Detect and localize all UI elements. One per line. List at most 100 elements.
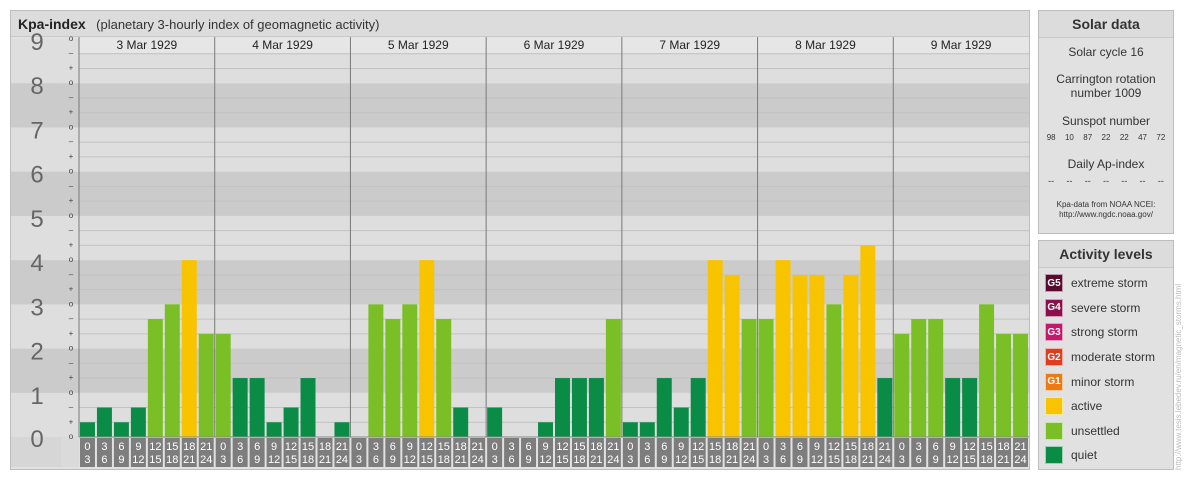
interval-box: [538, 438, 553, 467]
kp-bar: [487, 407, 503, 437]
source-watermark: http://www.tesis.lebedev.ru/en/magnetic_…: [1174, 283, 1183, 470]
sub-tick-label: –: [69, 137, 74, 146]
interval-box: [130, 438, 146, 467]
interval-start-label: 15: [438, 441, 450, 453]
interval-end-label: 9: [525, 454, 531, 466]
interval-end-label: 3: [627, 454, 633, 466]
kp-band: [11, 215, 1029, 261]
sunspot-value: 87: [1083, 133, 1093, 142]
interval-box: [164, 438, 180, 467]
sub-tick-label: +: [69, 373, 74, 382]
interval-end-label: 15: [692, 454, 704, 466]
ap-value: --: [1048, 176, 1055, 186]
interval-box: [504, 438, 520, 467]
interval-start-label: 9: [407, 441, 413, 453]
interval-start-label: 0: [899, 441, 905, 453]
interval-start-label: 18: [590, 441, 602, 453]
interval-box: [843, 438, 859, 467]
kp-band: [11, 392, 1029, 437]
interval-start-label: 3: [509, 441, 515, 453]
interval-start-label: 21: [1014, 441, 1026, 453]
interval-start-label: 18: [997, 441, 1009, 453]
interval-box: [673, 438, 689, 467]
sub-tick-label: o: [69, 299, 74, 308]
day-label: 8 Mar 1929: [795, 38, 856, 52]
sunspot-value: 47: [1138, 133, 1147, 142]
level-color-swatch: G5: [1045, 274, 1063, 293]
interval-end-label: 18: [302, 454, 314, 466]
kp-bar: [843, 274, 859, 437]
interval-start-label: 9: [542, 441, 548, 453]
activity-level-item: G2 moderate storm: [1039, 345, 1173, 370]
sub-tick-label: o: [69, 432, 74, 441]
interval-end-label: 3: [763, 454, 769, 466]
kp-bar: [283, 407, 299, 437]
interval-start-label: 0: [356, 441, 362, 453]
sub-tick-label: o: [69, 255, 74, 264]
kp-bar: [673, 407, 689, 437]
interval-box: [996, 438, 1012, 467]
kp-bar: [707, 260, 723, 437]
kp-bar: [826, 304, 842, 437]
interval-box: [351, 438, 367, 467]
interval-start-label: 21: [743, 441, 755, 453]
activity-level-item: G5 extreme storm: [1039, 271, 1173, 296]
level-label: strong storm: [1071, 325, 1138, 340]
interval-start-label: 6: [118, 441, 124, 453]
kp-bar: [385, 319, 401, 437]
level-label: moderate storm: [1071, 350, 1156, 365]
interval-end-label: 9: [118, 454, 124, 466]
interval-end-label: 12: [675, 454, 687, 466]
sunspot-value: 72: [1156, 133, 1166, 142]
interval-box: [690, 438, 706, 467]
interval-box: [453, 438, 469, 467]
interval-start-label: 15: [573, 441, 585, 453]
y-tick-label: 6: [30, 162, 43, 189]
kpa-chart-panel: Kpa-index (planetary 3-hourly index of g…: [10, 10, 1030, 470]
ap-value: --: [1084, 176, 1091, 186]
y-tick-label: 7: [30, 117, 43, 144]
ap-value: --: [1102, 176, 1109, 186]
day-header-row: [79, 37, 1029, 53]
data-credit-line-2: http://www.ngdc.noaa.gov/: [1059, 210, 1153, 219]
interval-box: [96, 438, 112, 467]
interval-start-label: 15: [302, 441, 314, 453]
interval-box: [436, 438, 452, 467]
ap-index-title: Daily Ap-index: [1067, 157, 1145, 171]
interval-start-label: 18: [862, 441, 874, 453]
interval-start-label: 12: [285, 441, 297, 453]
kp-bar: [639, 422, 655, 437]
kp-bar: [945, 378, 961, 437]
kp-bar: [996, 333, 1012, 437]
ap-value: --: [1157, 176, 1164, 186]
kp-bar: [300, 378, 316, 437]
sub-tick-label: +: [69, 417, 74, 426]
interval-start-label: 6: [661, 441, 667, 453]
kp-bar: [436, 319, 452, 437]
kp-bar: [538, 422, 553, 437]
sub-tick-label: o: [69, 344, 74, 353]
interval-start-label: 9: [950, 441, 956, 453]
interval-start-label: 12: [828, 441, 840, 453]
interval-end-label: 3: [899, 454, 905, 466]
activity-level-item: G1 minor storm: [1039, 369, 1173, 394]
interval-box: [979, 438, 995, 467]
interval-start-label: 15: [980, 441, 992, 453]
sub-tick-label: –: [69, 226, 74, 235]
interval-box: [300, 438, 316, 467]
solar-data-title: Solar data: [1039, 11, 1173, 38]
interval-end-label: 21: [726, 454, 738, 466]
sub-tick-label: +: [69, 108, 74, 117]
day-label: 7 Mar 1929: [659, 38, 720, 52]
interval-start-label: 9: [135, 441, 141, 453]
interval-box: [419, 438, 435, 467]
interval-end-label: 6: [101, 454, 107, 466]
interval-end-label: 21: [319, 454, 331, 466]
kpa-bar-chart: 3 Mar 1929 4 Mar 1929 5 Mar 1929 6 Mar 1929…: [11, 29, 1029, 467]
interval-end-label: 18: [438, 454, 450, 466]
sub-tick-label: o: [69, 388, 74, 397]
interval-box: [792, 438, 808, 467]
interval-box: [487, 438, 503, 467]
interval-box: [707, 438, 723, 467]
kp-bar: [198, 333, 214, 437]
